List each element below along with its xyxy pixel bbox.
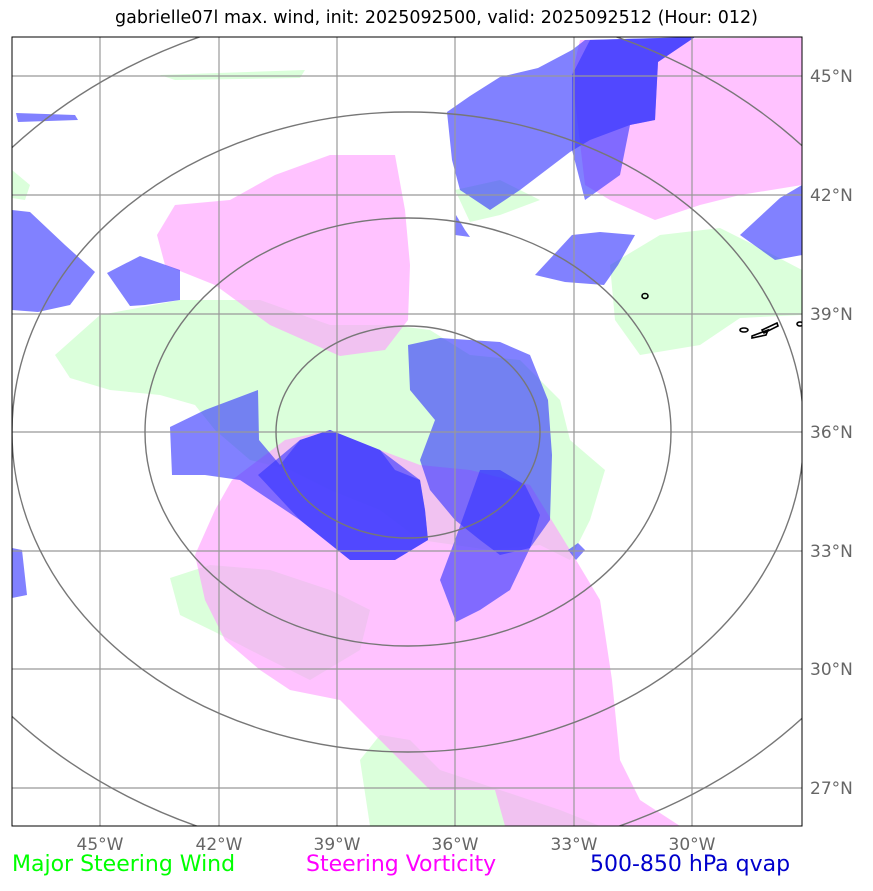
lat-tick-label: 27°N [810,779,853,799]
qvap-region [12,210,95,312]
lat-tick-label: 36°N [810,423,853,443]
range-ring [144,217,672,647]
qvap-region [572,37,695,200]
vorticity-region [157,155,410,356]
lon-tick-label: 30°W [669,835,716,855]
range-ring [12,111,802,753]
lon-tick-label: 33°W [551,835,598,855]
map-title: gabrielle07l max. wind, init: 2025092500… [115,8,758,28]
qvap-region [440,470,540,622]
lat-tick-label: 39°N [810,305,853,325]
coastline [641,292,802,339]
legend-vorticity-label: Steering Vorticity [306,852,497,877]
wind-region [12,170,30,200]
lat-tick-label: 33°N [810,542,853,562]
wind-region [610,228,802,355]
qvap-region [12,548,27,598]
range-rings [12,37,802,826]
lat-tick-label: 45°N [810,67,853,87]
lon-tick-label: 42°W [196,835,243,855]
qvap-field [12,37,802,622]
lon-tick-label: 39°W [314,835,361,855]
qvap-region [740,185,802,260]
qvap-region [107,256,180,306]
legend-qvap-label: 500-850 hPa qvap [590,852,791,877]
lat-tick-labels: 45°N 42°N 39°N 36°N 33°N 30°N 27°N [810,67,853,799]
lon-tick-label: 45°W [77,835,124,855]
lon-tick-labels: 45°W 42°W 39°W 36°W 33°W 30°W [77,835,716,855]
graticule [12,37,802,826]
map-frame [11,36,803,827]
qvap-region [258,430,428,560]
range-ring [275,325,541,539]
legend-wind-label: Major Steering Wind [12,852,236,877]
lat-tick-label: 42°N [810,186,853,206]
qvap-region [455,215,470,237]
lon-tick-label: 36°W [432,835,479,855]
wind-region [160,70,305,80]
lat-tick-label: 30°N [810,660,853,680]
qvap-region [535,232,635,285]
